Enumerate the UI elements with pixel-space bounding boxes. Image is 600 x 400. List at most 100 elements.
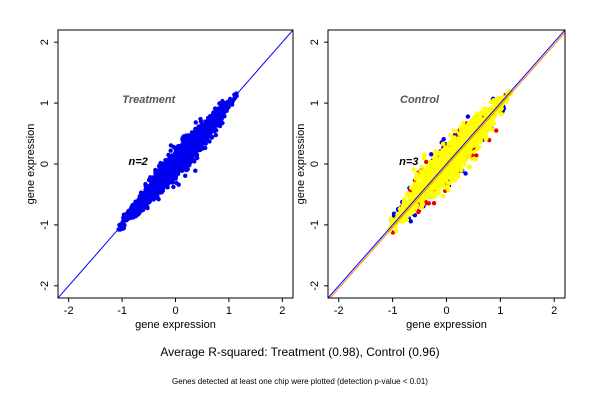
data-point [151,197,156,202]
data-point [165,170,170,175]
data-point [456,136,461,142]
data-point [433,156,438,161]
y-tick-label: -2 [39,281,51,291]
data-point [403,206,408,211]
x-tick-label: 2 [279,305,285,317]
data-point [224,107,230,112]
x-axis-title: gene expression [135,319,216,331]
data-point [399,219,405,224]
data-point [464,125,469,130]
data-point [159,172,165,177]
data-point [434,162,440,167]
data-point [200,134,206,140]
data-point [446,160,451,165]
data-point [146,200,152,205]
data-point [222,102,227,107]
y-tick-label: 0 [39,161,51,167]
series-0 [116,91,239,232]
reference-line-0 [58,30,293,298]
data-point [464,134,469,140]
data-point [197,147,203,153]
data-point [448,133,453,138]
data-point [465,114,471,119]
data-point [422,152,427,157]
scatter-points [387,88,514,235]
data-point [189,147,194,152]
scatter-points [116,91,239,232]
data-point [486,121,491,126]
reference-line-1 [329,32,565,298]
data-point [441,137,446,142]
y-tick-label: 2 [39,39,51,45]
data-point [442,173,448,179]
data-point [471,121,476,127]
data-point [169,175,174,181]
data-point [475,117,480,123]
data-point [159,183,164,188]
data-point [461,153,466,158]
data-point [190,150,196,155]
data-point [182,140,188,145]
data-point [448,152,453,157]
data-point [450,163,455,168]
data-point [447,171,452,177]
data-point [153,167,158,173]
x-tick-label: 1 [226,305,232,317]
data-point [470,156,475,162]
data-point [397,206,403,212]
data-point [426,201,431,206]
data-point [411,167,416,172]
data-point [212,106,218,111]
data-point [483,106,489,112]
data-point [391,217,396,223]
data-point [419,164,424,169]
data-point [488,99,494,105]
data-point [484,129,490,134]
data-point [462,148,467,154]
data-point [192,159,197,164]
data-point [193,153,198,158]
data-point [472,143,478,148]
data-point [471,117,476,122]
data-point [428,171,433,176]
data-point [183,173,188,178]
data-point [413,176,418,181]
data-point [503,99,508,104]
data-point [474,123,480,129]
data-point [421,156,427,161]
data-point [131,207,136,212]
data-point [219,116,224,121]
data-point [436,190,441,196]
control-panel: -2 -1 0 1 2 -2 -1 0 1 2 gene expression gene expres… [295,29,566,331]
data-point [478,138,483,143]
data-point [194,148,199,153]
data-point [154,187,160,193]
series-2 [387,88,514,234]
data-point [187,155,192,160]
panel-label: Treatment [122,94,176,106]
data-point [477,144,482,150]
data-point [214,128,219,133]
data-point [168,148,173,153]
data-point [499,106,504,111]
reference-line-0 [328,30,565,298]
data-point [446,188,451,193]
data-point [174,168,179,173]
data-point [400,203,406,208]
x-tick-label: -1 [388,305,398,317]
data-point [151,192,156,197]
data-point [203,119,208,124]
data-point [456,142,461,147]
data-point [457,131,462,136]
data-point [440,153,446,158]
data-point [440,158,446,164]
data-point [144,189,149,195]
data-point [207,139,212,144]
data-point [437,186,442,191]
data-point [171,144,176,150]
data-point [447,180,452,186]
data-point [436,177,442,182]
detection-footnote: Genes detected at least one chip were pl… [172,377,428,386]
data-point [434,166,439,171]
data-point [422,195,428,201]
